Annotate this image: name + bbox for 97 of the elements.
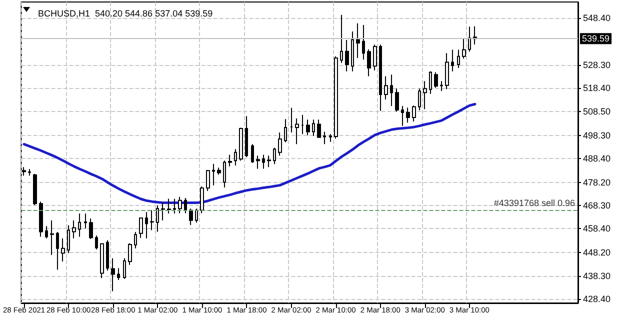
candlestick xyxy=(395,88,399,112)
candlestick xyxy=(156,204,159,232)
candlestick xyxy=(384,76,388,100)
candlestick xyxy=(145,212,148,239)
candlestick xyxy=(323,131,326,145)
y-tick-label: 488.40 xyxy=(583,153,611,164)
candlestick xyxy=(334,56,338,140)
candlestick xyxy=(189,208,193,226)
candlestick xyxy=(50,220,54,256)
candlestick xyxy=(340,14,343,64)
y-tick-label: 518.40 xyxy=(583,83,611,94)
candlestick xyxy=(195,208,198,224)
candlestick xyxy=(251,144,254,164)
candlestick xyxy=(457,49,460,69)
candlestick xyxy=(167,198,171,214)
text: BCHUSD,H1 540.20 544.86 537.04 539.59 xyxy=(38,8,213,18)
candlestick xyxy=(223,160,226,188)
candlestick xyxy=(445,52,449,90)
y-tick-label: 528.30 xyxy=(583,60,611,70)
candlestick xyxy=(429,70,432,94)
y-tick-label: 448.20 xyxy=(583,248,611,258)
y-tick-label: 508.50 xyxy=(583,106,611,116)
candlestick xyxy=(61,238,65,262)
candlestick xyxy=(301,114,304,135)
y-tick-label: 478.20 xyxy=(583,177,611,188)
candlestick xyxy=(306,119,310,136)
candlestick xyxy=(262,154,265,170)
y-tick-label: 548.40 xyxy=(583,12,611,23)
candlestick xyxy=(295,118,299,145)
candlestick xyxy=(178,196,182,214)
candlestick xyxy=(367,48,371,77)
candlestick xyxy=(33,173,37,206)
candlestick xyxy=(139,217,143,238)
candlestick xyxy=(106,240,109,272)
candlestick xyxy=(329,134,332,142)
candlestick xyxy=(267,155,271,168)
ref-line-label: 539.59 xyxy=(582,34,610,44)
candlestick xyxy=(284,118,287,143)
candlestick xyxy=(173,198,176,214)
candlestick xyxy=(56,232,59,270)
candlestick xyxy=(184,198,187,214)
candlestick xyxy=(111,258,115,292)
candlestick xyxy=(412,105,416,122)
ref-line-label: #43391768 sell 0.96 xyxy=(494,198,575,208)
candlestick xyxy=(273,147,276,165)
candlestick xyxy=(239,127,243,162)
candlestick xyxy=(100,242,104,279)
candlestick xyxy=(406,107,410,124)
y-tick-label: 498.30 xyxy=(583,130,611,140)
candlestick xyxy=(379,44,382,112)
candlestick xyxy=(401,106,404,126)
candlestick xyxy=(72,220,76,239)
candlestick xyxy=(362,24,365,60)
candlestick xyxy=(78,213,81,238)
candlestick xyxy=(95,235,98,250)
candlestick xyxy=(67,224,70,254)
y-tick-label: 468.30 xyxy=(583,200,611,211)
candlestick xyxy=(256,155,260,170)
candlestick xyxy=(390,74,393,107)
candlestick xyxy=(245,116,248,158)
candlestick xyxy=(217,167,221,176)
y-tick-label: 438.30 xyxy=(583,270,611,281)
candlestick xyxy=(451,49,454,72)
candlestick xyxy=(89,218,93,240)
y-tick-label: 428.40 xyxy=(583,294,611,304)
candlestick xyxy=(212,163,215,186)
candlestick xyxy=(317,119,321,138)
candlestick xyxy=(84,213,87,230)
candlestick xyxy=(468,26,471,52)
candlestick xyxy=(161,202,165,221)
candlestick xyxy=(200,186,204,214)
candlestick xyxy=(290,107,293,133)
candlestick xyxy=(123,258,126,280)
candlestick xyxy=(312,119,315,136)
candlestick xyxy=(206,169,210,192)
candlestick xyxy=(117,268,120,281)
candlestick xyxy=(278,132,282,156)
candlestick xyxy=(418,88,421,111)
candlestick xyxy=(440,80,443,92)
candlestick xyxy=(228,154,232,167)
candlestick xyxy=(28,168,31,176)
candlestick xyxy=(39,201,43,238)
candlestick xyxy=(134,232,137,249)
candlestick xyxy=(351,31,354,72)
line-series xyxy=(22,102,476,204)
candlestick xyxy=(128,242,132,266)
candlestick xyxy=(356,22,360,58)
candlestick xyxy=(345,39,349,72)
candlestick xyxy=(434,72,438,88)
y-tick-label: 458.40 xyxy=(583,224,611,234)
candlestick xyxy=(423,80,427,110)
candlestick xyxy=(150,210,154,231)
candlestick xyxy=(462,38,466,60)
candlestick xyxy=(373,44,377,71)
candlestick xyxy=(45,226,48,239)
candlestick xyxy=(473,26,477,46)
candlestick xyxy=(234,148,237,166)
